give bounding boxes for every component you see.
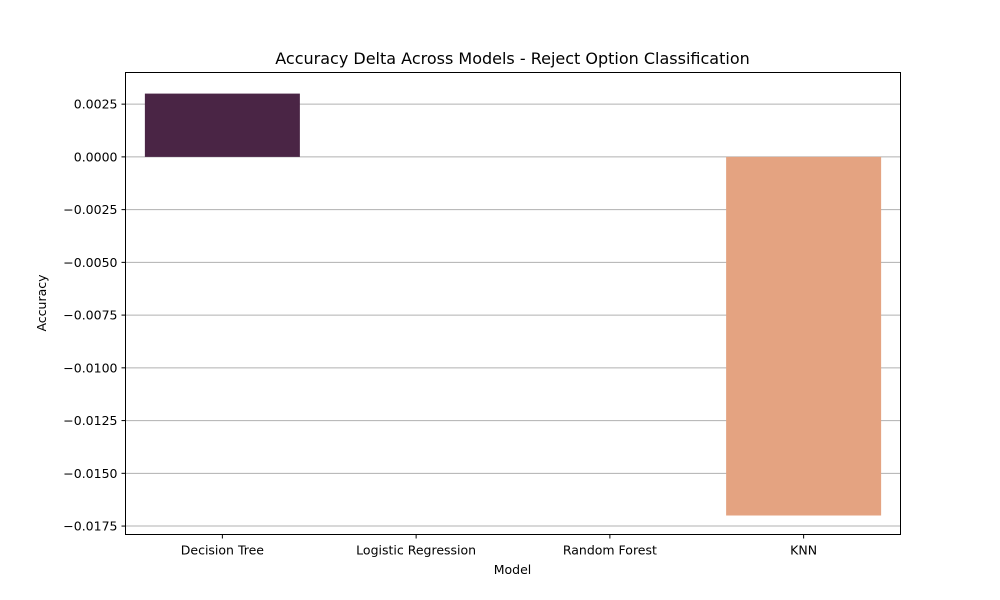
y-tick-label: −0.0050 xyxy=(63,255,117,270)
x-axis-ticks: Decision Tree Logistic Regression Random F… xyxy=(181,534,817,558)
bar-knn xyxy=(726,156,882,516)
x-tick-label: Decision Tree xyxy=(181,543,265,558)
y-tick-label: −0.0100 xyxy=(63,360,117,375)
y-axis-ticks: 0.0025 0.0000 −0.0025 −0.0050 −0.0075 −0.0100… xyxy=(63,97,126,534)
y-tick-label: −0.0025 xyxy=(63,202,117,217)
plot-frame xyxy=(125,72,901,535)
chart-title: Accuracy Delta Across Models - Reject Op… xyxy=(275,49,750,68)
y-tick-label: −0.0175 xyxy=(63,519,117,534)
y-tick-label: 0.0025 xyxy=(74,97,118,112)
y-tick-label: −0.0125 xyxy=(63,413,117,428)
x-axis-label: Model xyxy=(494,562,532,577)
bar-decision-tree xyxy=(144,93,300,157)
y-axis-label: Accuracy xyxy=(34,274,49,332)
x-tick-label: KNN xyxy=(790,543,817,558)
x-tick-label: Logistic Regression xyxy=(356,543,476,558)
x-tick-label: Random Forest xyxy=(563,543,657,558)
y-tick-label: 0.0000 xyxy=(74,149,118,164)
bars xyxy=(144,93,882,516)
y-tick-label: −0.0075 xyxy=(63,308,117,323)
y-tick-label: −0.0150 xyxy=(63,466,117,481)
